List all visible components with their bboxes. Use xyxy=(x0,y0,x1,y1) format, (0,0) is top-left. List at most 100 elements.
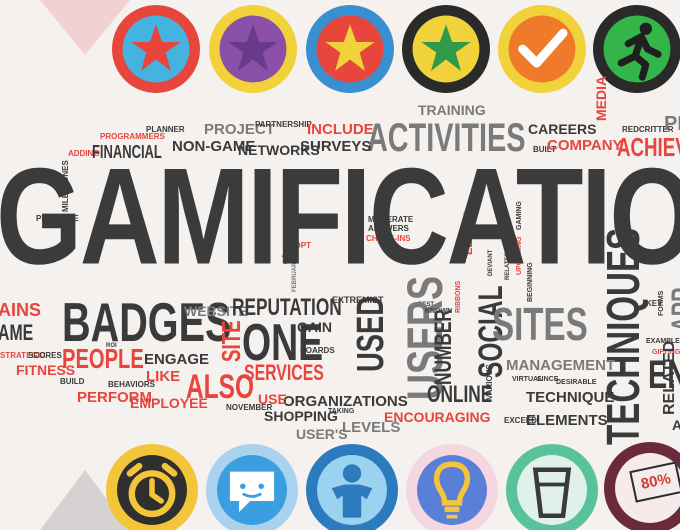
cloud-word: ENG xyxy=(648,353,680,397)
cloud-word: SINCE xyxy=(537,376,559,383)
cloud-word: USE xyxy=(258,391,287,407)
cloud-word: PL xyxy=(664,113,680,135)
cloud-word: NETWORKS xyxy=(238,142,320,158)
cloud-word: ROI xyxy=(106,343,117,349)
top-badge-3 xyxy=(306,5,394,93)
cloud-word: PRIVILEGE xyxy=(36,214,79,223)
cloud-word: TV xyxy=(282,253,298,267)
cloud-word: ADDING xyxy=(68,149,100,158)
bottom-badge-4 xyxy=(406,444,498,530)
cloud-word: GAIN xyxy=(297,319,332,335)
star-icon xyxy=(122,15,190,83)
star-icon xyxy=(412,15,480,83)
cloud-word: COMPANY xyxy=(547,137,623,154)
cloud-word: NON-GAME xyxy=(172,138,256,155)
user-icon xyxy=(317,455,387,525)
cloud-word: REPUTATION xyxy=(232,294,342,321)
cloud-word: ONE xyxy=(242,314,324,372)
cloud-word: ENGAGE xyxy=(144,351,210,368)
alarm-clock-icon xyxy=(117,455,187,525)
cloud-word: FINANCIAL xyxy=(92,142,162,162)
cloud-word: SITES xyxy=(492,298,588,350)
cloud-word: ALSO xyxy=(186,368,255,406)
cloud-word: LEVELS xyxy=(342,419,401,436)
top-badge-5 xyxy=(498,5,586,93)
cloud-word: CHECK-INS xyxy=(366,234,411,243)
cloud-word: BOARDS xyxy=(300,346,335,355)
star-icon xyxy=(316,15,384,83)
cloud-word: BEHAVIORS xyxy=(108,380,155,389)
cloud-word: USED xyxy=(350,295,392,372)
cloud-word: AINS xyxy=(0,300,42,320)
cloud-word: ACTIVITIES xyxy=(367,116,526,160)
cloud-word: APP xyxy=(666,287,680,332)
cloud-word: ENCOURAGING xyxy=(384,409,491,425)
cloud-word: MEDIA xyxy=(593,75,609,121)
cloud-word: PROGRAMMERS xyxy=(100,132,165,141)
cloud-word: INCLUDE xyxy=(307,121,374,138)
cloud-word: FITNESS xyxy=(16,362,76,378)
cloud-word: LIKE xyxy=(146,368,181,385)
cloud-word: SITE xyxy=(216,320,246,362)
cloud-word: WEBSITE xyxy=(184,303,248,319)
top-badge-6 xyxy=(593,5,680,93)
star-icon xyxy=(219,15,287,83)
cloud-word: MODERATE xyxy=(368,215,414,224)
cloud-word: TECHNIQUE xyxy=(526,389,615,406)
cloud-word: FORMS xyxy=(658,290,665,316)
cloud-word: EXAMPLES xyxy=(646,338,680,345)
cloud-word: ACHIEVE xyxy=(617,132,680,162)
cloud-word: KEY xyxy=(646,299,663,308)
cloud-word: PERFORM xyxy=(77,389,152,406)
top-badge-4 xyxy=(402,5,490,93)
cloud-word: TRAINING xyxy=(418,102,486,118)
cloud-word: KNOWN xyxy=(425,308,453,315)
chat-bubble-icon xyxy=(217,455,287,525)
cloud-word: DESIRABLE xyxy=(556,379,597,386)
cloud-word: ADOPT xyxy=(283,241,311,250)
cloud-word: ANSWERS xyxy=(368,224,409,233)
cloud-word: USER'S xyxy=(296,426,348,442)
cloud-word: PARTNERSHIP xyxy=(255,120,312,129)
lightbulb-icon xyxy=(417,455,487,525)
bottom-badge-5 xyxy=(506,444,598,530)
cloud-word: VIRTUAL xyxy=(512,376,543,383)
top-badge-1 xyxy=(112,5,200,93)
main-title: GAMIFICATION xyxy=(0,140,680,294)
top-badge-2 xyxy=(209,5,297,93)
cloud-word: REDCRITTER xyxy=(622,125,674,134)
cloud-word: SCORES xyxy=(28,351,62,360)
cloud-word: VARIOUS xyxy=(485,364,494,400)
cloud-word: PLANNER xyxy=(146,125,185,134)
background-triangle-bottom xyxy=(40,470,130,530)
checkmark-icon xyxy=(508,15,576,83)
cup-icon xyxy=(517,455,587,525)
cloud-word: EXCEED xyxy=(504,416,537,425)
cloud-word: AME xyxy=(0,320,34,345)
cloud-word: EXTREMIST xyxy=(332,295,384,305)
cloud-word: BEST xyxy=(418,302,435,308)
cloud-word: SURVEYS xyxy=(300,138,372,155)
cloud-word: ONLINE xyxy=(427,381,493,408)
cloud-word: ORGANIZATIONS xyxy=(283,393,408,410)
bottom-badge-3 xyxy=(306,444,398,530)
cloud-word: NUMBER xyxy=(430,309,457,385)
cloud-word: SHOPPING xyxy=(264,408,338,424)
cloud-word: CAREERS xyxy=(528,121,597,137)
cloud-word: MANAGEMENT xyxy=(506,357,616,374)
cloud-word: ELEMENTS xyxy=(526,412,608,429)
bottom-badge-1 xyxy=(106,444,198,530)
running-man-icon xyxy=(603,15,671,83)
cloud-word: GIFTING xyxy=(652,349,680,356)
cloud-word: SERVICES xyxy=(244,360,324,385)
cloud-word: EMPLOYEE xyxy=(130,395,208,411)
cloud-word: BUILT xyxy=(533,145,556,154)
background-triangle-top xyxy=(40,0,130,55)
cloud-word: STRATEGIC xyxy=(0,351,46,360)
cloud-word: TAKING xyxy=(328,408,355,415)
cloud-word: ADE xyxy=(672,417,680,433)
cloud-word: PEOPLE xyxy=(62,343,144,374)
cloud-word: PROJECT xyxy=(204,121,275,138)
bottom-badge-2 xyxy=(206,444,298,530)
